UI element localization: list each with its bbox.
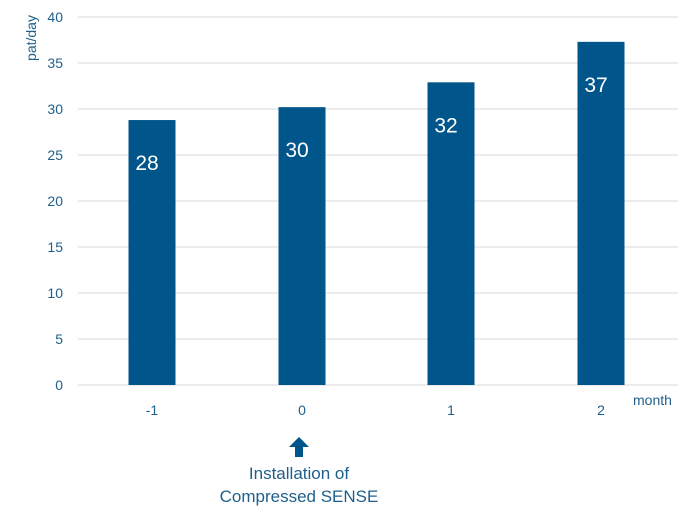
annotation-line-1: Installation of <box>248 464 350 483</box>
x-axis-ticks: -1 0 1 2 <box>146 402 605 418</box>
y-axis-ticks: 0 5 10 15 20 25 30 35 40 <box>47 9 63 393</box>
data-labels: 28 30 32 37 <box>135 74 607 175</box>
x-tick-label: 0 <box>298 402 306 418</box>
annotation-line-2: Compressed SENSE <box>219 487 379 506</box>
y-tick-label: 20 <box>47 193 63 209</box>
y-axis-title: pat/day <box>23 15 39 61</box>
bar-value-label: 32 <box>434 114 457 137</box>
bar-value-label: 37 <box>584 74 607 97</box>
bar <box>427 82 475 385</box>
y-tick-label: 5 <box>55 331 63 347</box>
x-tick-label: 2 <box>597 402 605 418</box>
y-tick-label: 15 <box>47 239 63 255</box>
y-tick-label: 25 <box>47 147 63 163</box>
installation-annotation: Installation of Compressed SENSE <box>186 436 412 508</box>
y-tick-label: 0 <box>55 377 63 393</box>
y-tick-label: 30 <box>47 101 63 117</box>
bars <box>128 41 625 386</box>
y-tick-label: 35 <box>47 55 63 71</box>
bar <box>128 120 176 385</box>
bar-value-label: 28 <box>135 152 158 175</box>
x-axis-title: month <box>633 392 672 408</box>
up-arrow-icon <box>289 437 309 457</box>
x-tick-label: 1 <box>447 402 455 418</box>
bar <box>278 107 326 385</box>
x-tick-label: -1 <box>146 402 159 418</box>
bar-value-label: 30 <box>285 139 308 162</box>
y-tick-label: 10 <box>47 285 63 301</box>
gridlines <box>78 16 678 386</box>
bar <box>577 41 625 386</box>
y-tick-label: 40 <box>47 9 63 25</box>
